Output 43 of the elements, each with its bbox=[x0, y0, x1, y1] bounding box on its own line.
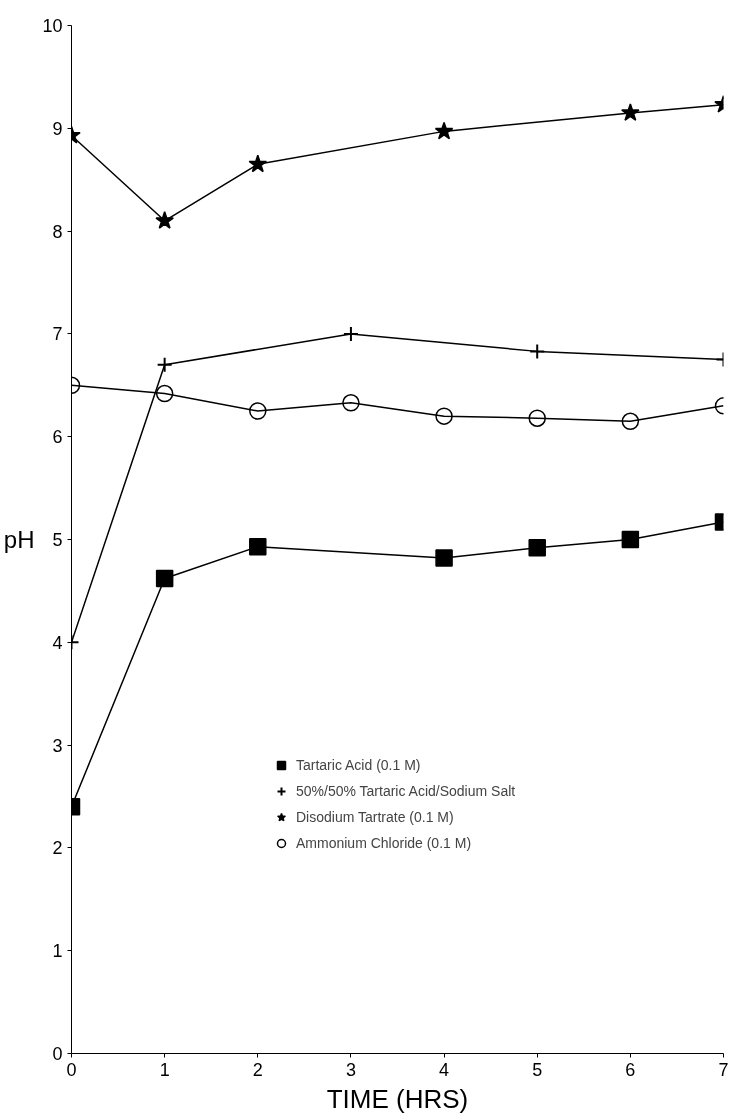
point bbox=[155, 384, 174, 403]
point bbox=[156, 356, 173, 373]
x-tick-label: 6 bbox=[625, 1059, 636, 1080]
y-tick-label: 10 bbox=[42, 16, 63, 36]
y-tick-label: 1 bbox=[52, 941, 63, 962]
point bbox=[342, 325, 359, 342]
y-tick-label: 9 bbox=[52, 118, 63, 139]
y-tick-label: 3 bbox=[52, 735, 63, 756]
x-tick-label: 1 bbox=[159, 1059, 170, 1080]
x-tick-label: 4 bbox=[439, 1059, 450, 1080]
point bbox=[621, 530, 640, 549]
point bbox=[434, 121, 454, 140]
point bbox=[435, 407, 453, 425]
y-tick-label: 8 bbox=[52, 221, 63, 242]
legend-label: 50%/50% Tartaric Acid/Sodium Salt bbox=[296, 783, 516, 799]
x-tick-label: 7 bbox=[718, 1059, 729, 1080]
y-tick-label: 2 bbox=[52, 838, 63, 859]
point bbox=[248, 154, 268, 173]
point bbox=[528, 409, 546, 427]
y-tick-label: 5 bbox=[52, 530, 63, 550]
legend-label: Disodium Tartrate (0.1 M) bbox=[296, 809, 454, 825]
y-tick-label: 7 bbox=[52, 324, 63, 345]
x-tick-label: 3 bbox=[345, 1059, 356, 1080]
point bbox=[155, 211, 174, 229]
x-axis-title: TIME (HRS) bbox=[326, 1083, 469, 1114]
x-tick-label: 0 bbox=[66, 1059, 77, 1080]
y-tick-label: 6 bbox=[52, 427, 63, 448]
legend-label: Tartaric Acid (0.1 M) bbox=[296, 757, 421, 773]
y-tick-label: 4 bbox=[52, 632, 63, 653]
point bbox=[249, 537, 267, 556]
point bbox=[529, 343, 546, 360]
y-axis-title: pH bbox=[3, 526, 35, 553]
point bbox=[528, 538, 546, 557]
y-tick-label: 0 bbox=[52, 1044, 63, 1064]
x-tick-label: 2 bbox=[252, 1059, 263, 1080]
x-tick-label: 5 bbox=[532, 1059, 543, 1080]
point bbox=[155, 569, 174, 588]
point bbox=[621, 412, 640, 431]
legend-label: Ammonium Chloride (0.1 M) bbox=[296, 835, 472, 851]
point bbox=[342, 394, 360, 412]
point bbox=[621, 103, 640, 121]
point bbox=[435, 549, 453, 567]
point bbox=[249, 402, 267, 420]
